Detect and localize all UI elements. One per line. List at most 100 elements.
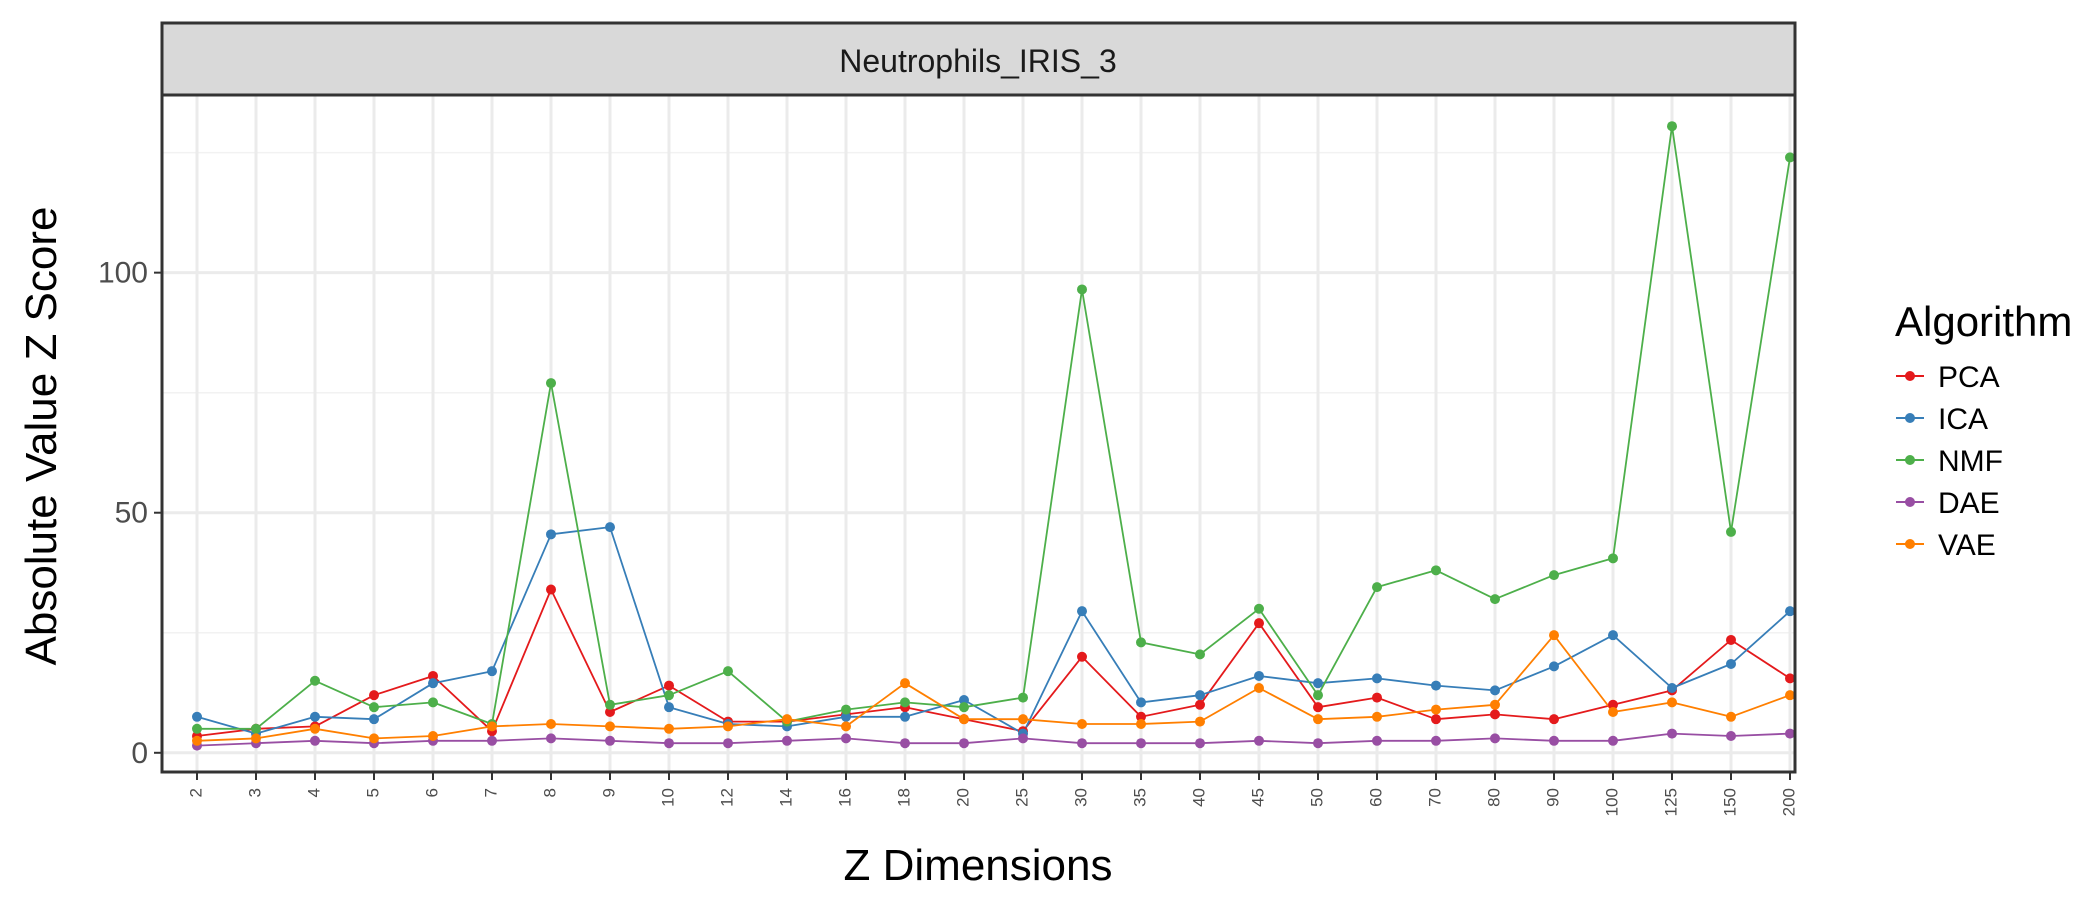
data-point-ica	[428, 678, 438, 689]
facet-title: Neutrophils_IRIS_3	[839, 43, 1116, 79]
data-point-pca	[428, 670, 438, 681]
data-point-pca	[664, 680, 674, 691]
data-point-dae	[1667, 728, 1677, 739]
plot-panel	[162, 95, 1795, 772]
data-point-dae	[841, 733, 851, 744]
x-axis: 2 3 4 5 6 7 8 9 10 12 14 16 18 20 25 30 35 40 45 50 60 70 80 90…	[186, 772, 1798, 816]
data-point-nmf	[1254, 603, 1264, 614]
data-point-ica	[1254, 670, 1264, 681]
data-point-dae	[723, 738, 733, 749]
data-point-pca	[369, 690, 379, 701]
data-point-nmf	[251, 723, 261, 734]
data-point-nmf	[1490, 594, 1500, 605]
x-tick-label: 4	[304, 788, 323, 797]
series-line-dae	[196, 732, 1791, 747]
x-tick-label: 20	[953, 788, 972, 807]
legend-title: Algorithm	[1895, 298, 2072, 345]
data-point-dae	[1431, 735, 1441, 746]
data-point-vae	[605, 721, 615, 732]
data-point-dae	[546, 733, 556, 744]
data-point-nmf	[310, 675, 320, 686]
x-tick-label: 10	[658, 788, 677, 807]
data-point-nmf	[369, 702, 379, 713]
data-point-dae	[605, 735, 615, 746]
grid-major	[162, 95, 1795, 772]
data-point-ica	[1431, 680, 1441, 691]
data-point-nmf	[1608, 553, 1618, 564]
x-tick-label: 150	[1720, 788, 1739, 816]
data-point-pca	[1431, 714, 1441, 725]
x-axis-title: Z Dimensions	[844, 841, 1113, 890]
legend-label: NMF	[1938, 445, 2003, 478]
data-point-nmf	[723, 666, 733, 677]
data-point-ica	[310, 711, 320, 722]
legend-key-point	[1905, 497, 1915, 507]
x-tick-label: 45	[1248, 788, 1267, 807]
data-point-ica	[1726, 658, 1736, 669]
series-layer	[192, 121, 1795, 751]
data-point-pca	[1254, 618, 1264, 629]
data-point-vae	[1372, 711, 1382, 722]
data-point-dae	[1608, 735, 1618, 746]
data-point-vae	[841, 721, 851, 732]
x-tick-label: 9	[599, 788, 618, 797]
x-tick-label: 5	[363, 788, 382, 797]
data-point-vae	[251, 733, 261, 744]
data-point-vae	[1785, 690, 1795, 701]
data-point-nmf	[192, 723, 202, 734]
data-point-ica	[841, 711, 851, 722]
data-point-nmf	[1018, 692, 1028, 703]
data-point-vae	[1490, 699, 1500, 710]
data-point-vae	[428, 730, 438, 741]
legend: Algorithm PCA ICA NMF DAE VAE	[1895, 298, 2072, 562]
y-tick-label: 50	[115, 497, 148, 530]
data-point-pca	[1077, 651, 1087, 662]
data-point-dae	[782, 735, 792, 746]
data-point-vae	[546, 718, 556, 729]
series-line-ica	[196, 526, 1791, 735]
x-tick-label: 90	[1543, 788, 1562, 807]
data-point-vae	[782, 714, 792, 725]
data-point-nmf	[900, 697, 910, 708]
data-point-nmf	[1077, 284, 1087, 295]
data-point-pca	[1136, 711, 1146, 722]
data-point-vae	[1018, 714, 1028, 725]
legend-key-point	[1905, 539, 1915, 549]
data-point-ica	[1136, 697, 1146, 708]
data-point-vae	[1667, 697, 1677, 708]
data-point-dae	[1136, 738, 1146, 749]
data-point-ica	[1195, 690, 1205, 701]
y-axis: 0 50 100	[98, 257, 162, 770]
data-point-nmf	[1726, 526, 1736, 537]
data-point-pca	[546, 584, 556, 595]
x-tick-label: 18	[894, 788, 913, 807]
legend-label: DAE	[1938, 487, 2000, 520]
data-point-pca	[1372, 692, 1382, 703]
x-tick-label: 100	[1602, 788, 1621, 816]
data-point-pca	[605, 706, 615, 717]
data-point-ica	[546, 529, 556, 540]
series-line-nmf	[197, 125, 1791, 730]
x-tick-label: 80	[1484, 788, 1503, 807]
data-point-dae	[1785, 728, 1795, 739]
series-line-pca	[196, 588, 1791, 737]
data-point-dae	[1490, 733, 1500, 744]
data-point-vae	[192, 735, 202, 746]
data-point-pca	[1313, 702, 1323, 713]
data-point-vae	[1608, 706, 1618, 717]
data-point-nmf	[1431, 565, 1441, 576]
x-tick-label: 125	[1661, 788, 1680, 816]
legend-key-point	[1905, 413, 1915, 423]
data-point-ica	[1667, 682, 1677, 693]
facet-strip	[160, 21, 1797, 97]
data-point-vae	[1136, 718, 1146, 729]
data-point-nmf	[428, 697, 438, 708]
data-point-ica	[900, 711, 910, 722]
x-tick-label: 14	[776, 788, 795, 807]
legend-key-point	[1905, 455, 1915, 465]
y-tick-label: 100	[98, 257, 148, 290]
panel-border	[160, 93, 1797, 774]
x-tick-label: 6	[422, 788, 441, 797]
data-point-dae	[487, 735, 497, 746]
